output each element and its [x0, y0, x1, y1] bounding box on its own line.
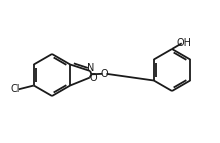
- Text: O: O: [89, 73, 97, 83]
- Text: O: O: [101, 69, 108, 79]
- Text: Cl: Cl: [10, 85, 20, 95]
- Text: N: N: [87, 63, 94, 73]
- Text: OH: OH: [176, 38, 192, 48]
